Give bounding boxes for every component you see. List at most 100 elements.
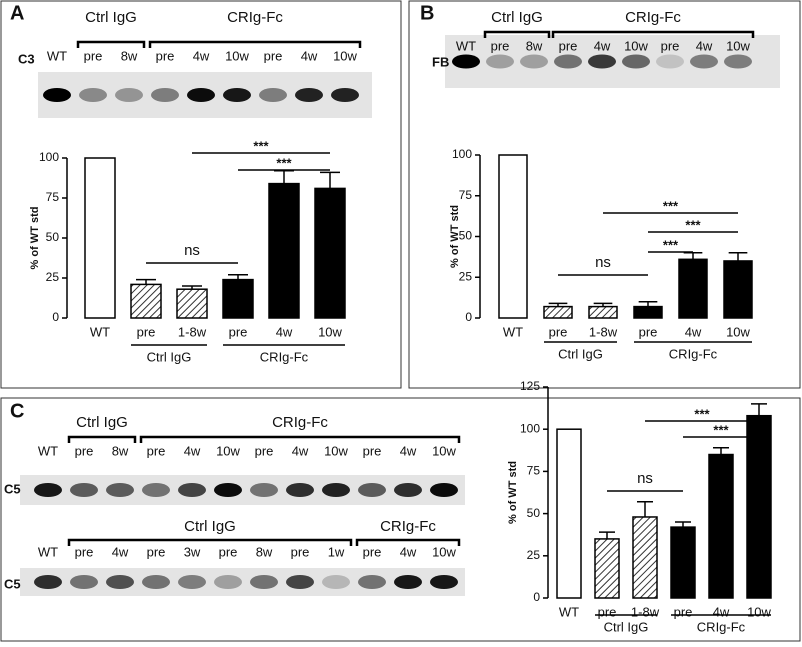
significance-label: ns xyxy=(184,242,200,259)
y-axis-label: % of WT std xyxy=(449,205,461,268)
band xyxy=(486,54,514,69)
band xyxy=(331,88,359,102)
bar xyxy=(588,305,618,319)
panel-letter: B xyxy=(420,2,434,24)
x-tick-label: pre xyxy=(137,324,156,339)
x-tick-label: WT xyxy=(503,324,523,339)
y-tick-label: 100 xyxy=(520,421,540,435)
lane-label: 10w xyxy=(432,443,456,458)
lane-label: WT xyxy=(38,443,58,458)
lane-label: 8w xyxy=(112,443,129,458)
panel-frame xyxy=(0,0,402,389)
significance-label: *** xyxy=(685,217,701,232)
row-label: FB xyxy=(432,54,449,69)
significance-label: *** xyxy=(694,406,710,421)
y-tick-label: 50 xyxy=(527,506,541,520)
band xyxy=(690,54,718,69)
error-bar xyxy=(713,447,729,455)
band xyxy=(295,88,323,102)
bar xyxy=(176,288,208,319)
lane-label: 4w xyxy=(301,48,318,63)
lane-label: pre xyxy=(491,38,510,53)
lane-label: 10w xyxy=(216,443,240,458)
lane-label: pre xyxy=(363,544,382,559)
bar xyxy=(594,538,620,599)
bar xyxy=(543,305,573,319)
lane-label: 4w xyxy=(594,38,611,53)
band xyxy=(322,575,350,589)
error-bar xyxy=(136,278,156,285)
y-tick-label: 75 xyxy=(527,464,541,478)
lane-label: 4w xyxy=(184,443,201,458)
error-bar xyxy=(728,252,748,261)
lane-label: 10w xyxy=(333,48,357,63)
lane-label: 10w xyxy=(324,443,348,458)
x-tick-label: pre xyxy=(598,604,617,619)
bracket xyxy=(67,435,137,443)
y-tick-label: 100 xyxy=(452,147,472,161)
error-bar xyxy=(599,531,615,539)
lane-label: 4w xyxy=(112,544,129,559)
bar xyxy=(678,258,708,319)
band xyxy=(106,575,134,589)
lane-label: pre xyxy=(147,443,166,458)
lane-label: pre xyxy=(255,443,274,458)
error-bar xyxy=(751,403,767,416)
x-tick-label: 1-8w xyxy=(589,324,618,339)
significance-label: ns xyxy=(637,470,653,487)
bracket xyxy=(483,30,551,38)
lane-label: 10w xyxy=(624,38,648,53)
x-tick-label: pre xyxy=(674,604,693,619)
band xyxy=(588,54,616,69)
group-label: CRIg-Fc xyxy=(272,414,328,431)
bracket xyxy=(551,30,755,38)
bar xyxy=(314,187,346,319)
band xyxy=(358,575,386,589)
band xyxy=(79,88,107,102)
panel-letter: A xyxy=(10,2,24,24)
group-label: Ctrl IgG xyxy=(184,518,236,535)
x-tick-label: WT xyxy=(559,604,579,619)
lane-label: 10w xyxy=(225,48,249,63)
x-tick-label: pre xyxy=(229,324,248,339)
group-label: Ctrl IgG xyxy=(76,414,128,431)
lane-label: 4w xyxy=(292,443,309,458)
band xyxy=(656,54,684,69)
y-tick-label: 50 xyxy=(46,230,60,244)
group-label: Ctrl IgG xyxy=(147,349,192,364)
band xyxy=(106,483,134,497)
bar xyxy=(556,428,582,599)
y-tick-label: 0 xyxy=(52,310,59,324)
band xyxy=(187,88,215,102)
x-tick-label: 4w xyxy=(276,324,293,339)
band xyxy=(430,483,458,497)
bar xyxy=(130,283,162,319)
x-tick-label: pre xyxy=(549,324,568,339)
band xyxy=(70,483,98,497)
bar xyxy=(498,154,528,319)
y-tick-label: 75 xyxy=(459,188,473,202)
significance-label: *** xyxy=(253,138,269,153)
bar xyxy=(708,453,734,599)
x-tick-label: 1-8w xyxy=(631,604,660,619)
error-bar xyxy=(274,170,294,184)
lane-label: pre xyxy=(75,443,94,458)
band xyxy=(520,54,548,69)
lane-label: WT xyxy=(47,48,67,63)
band xyxy=(43,88,71,102)
lane-label: 10w xyxy=(726,38,750,53)
band xyxy=(286,483,314,497)
lane-label: 4w xyxy=(193,48,210,63)
lane-label: pre xyxy=(156,48,175,63)
lane-label: 3w xyxy=(184,544,201,559)
error-bar xyxy=(228,274,248,280)
bracket xyxy=(76,40,146,48)
x-tick-label: 10w xyxy=(726,324,750,339)
band xyxy=(622,54,650,69)
band xyxy=(178,575,206,589)
band xyxy=(250,483,278,497)
band xyxy=(358,483,386,497)
group-label: CRIg-Fc xyxy=(697,619,746,634)
band xyxy=(322,483,350,497)
